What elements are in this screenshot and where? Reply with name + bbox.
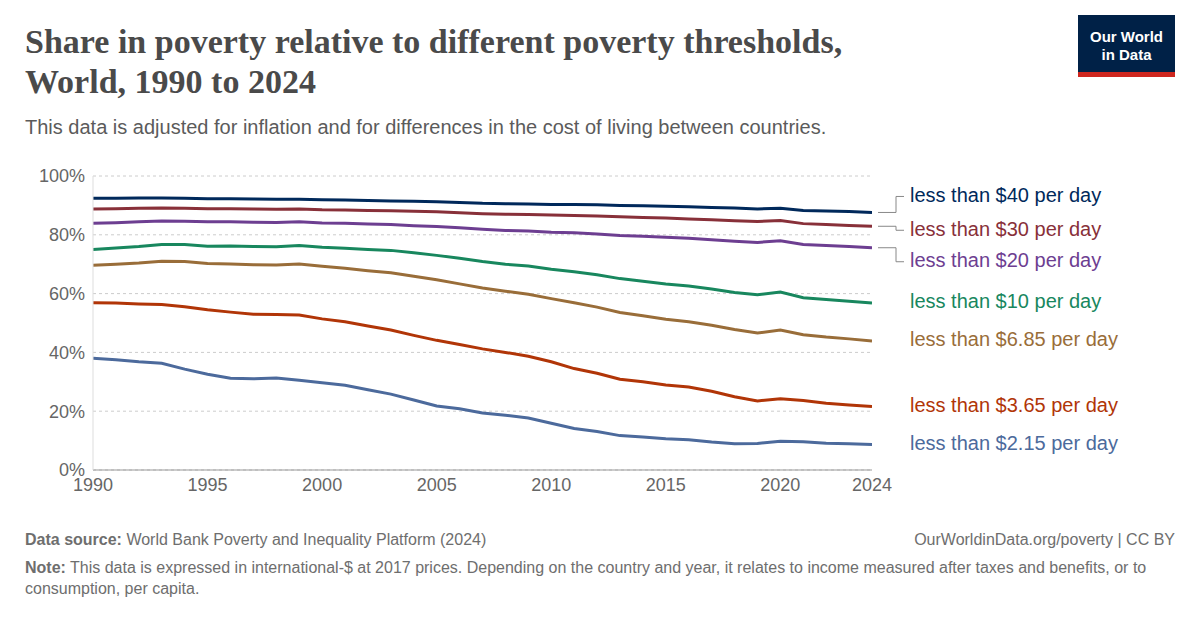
svg-text:less than $2.15 per day: less than $2.15 per day xyxy=(910,432,1118,454)
svg-text:less than $30 per day: less than $30 per day xyxy=(910,218,1101,240)
html-text:This data is adjusted for infl: This data is adjusted for inflation and … xyxy=(25,116,827,138)
svg-text:60%: 60% xyxy=(49,284,85,304)
svg-text:1990: 1990 xyxy=(73,474,113,495)
svg-text:2024: 2024 xyxy=(852,475,892,495)
svg-text:0%: 0% xyxy=(59,460,85,480)
svg-text:1995: 1995 xyxy=(188,475,228,495)
html-text:World, 1990 to 2024: World, 1990 to 2024 xyxy=(25,63,316,100)
svg-text:2005: 2005 xyxy=(417,475,457,495)
svg-text:2000: 2000 xyxy=(302,475,342,495)
html-text:Our World: Our World xyxy=(1090,28,1163,45)
svg-text:less than $20 per day: less than $20 per day xyxy=(910,249,1101,271)
svg-text:less than $10 per day: less than $10 per day xyxy=(910,290,1101,312)
svg-text:2020: 2020 xyxy=(760,475,800,495)
html-text:Note: This data is expressed i: Note: This data is expressed in internat… xyxy=(25,559,1147,597)
svg-text:2010: 2010 xyxy=(531,475,571,495)
svg-text:80%: 80% xyxy=(49,225,85,245)
svg-text:less than $6.85 per day: less than $6.85 per day xyxy=(910,328,1118,350)
svg-text:100%: 100% xyxy=(39,166,85,186)
html-text:Share in poverty relative to d: Share in poverty relative to different p… xyxy=(25,23,843,60)
html-text:Data source: World Bank Povert: Data source: World Bank Poverty and Ineq… xyxy=(25,531,487,548)
svg-text:20%: 20% xyxy=(49,402,85,422)
html-text:in Data: in Data xyxy=(1101,46,1152,63)
svg-text:2015: 2015 xyxy=(646,475,686,495)
svg-text:40%: 40% xyxy=(49,343,85,363)
html-text:OurWorldinData.org/poverty | C: OurWorldinData.org/poverty | CC BY xyxy=(914,531,1175,548)
svg-text:less than $40 per day: less than $40 per day xyxy=(910,184,1101,206)
svg-text:less than $3.65 per day: less than $3.65 per day xyxy=(910,394,1118,416)
